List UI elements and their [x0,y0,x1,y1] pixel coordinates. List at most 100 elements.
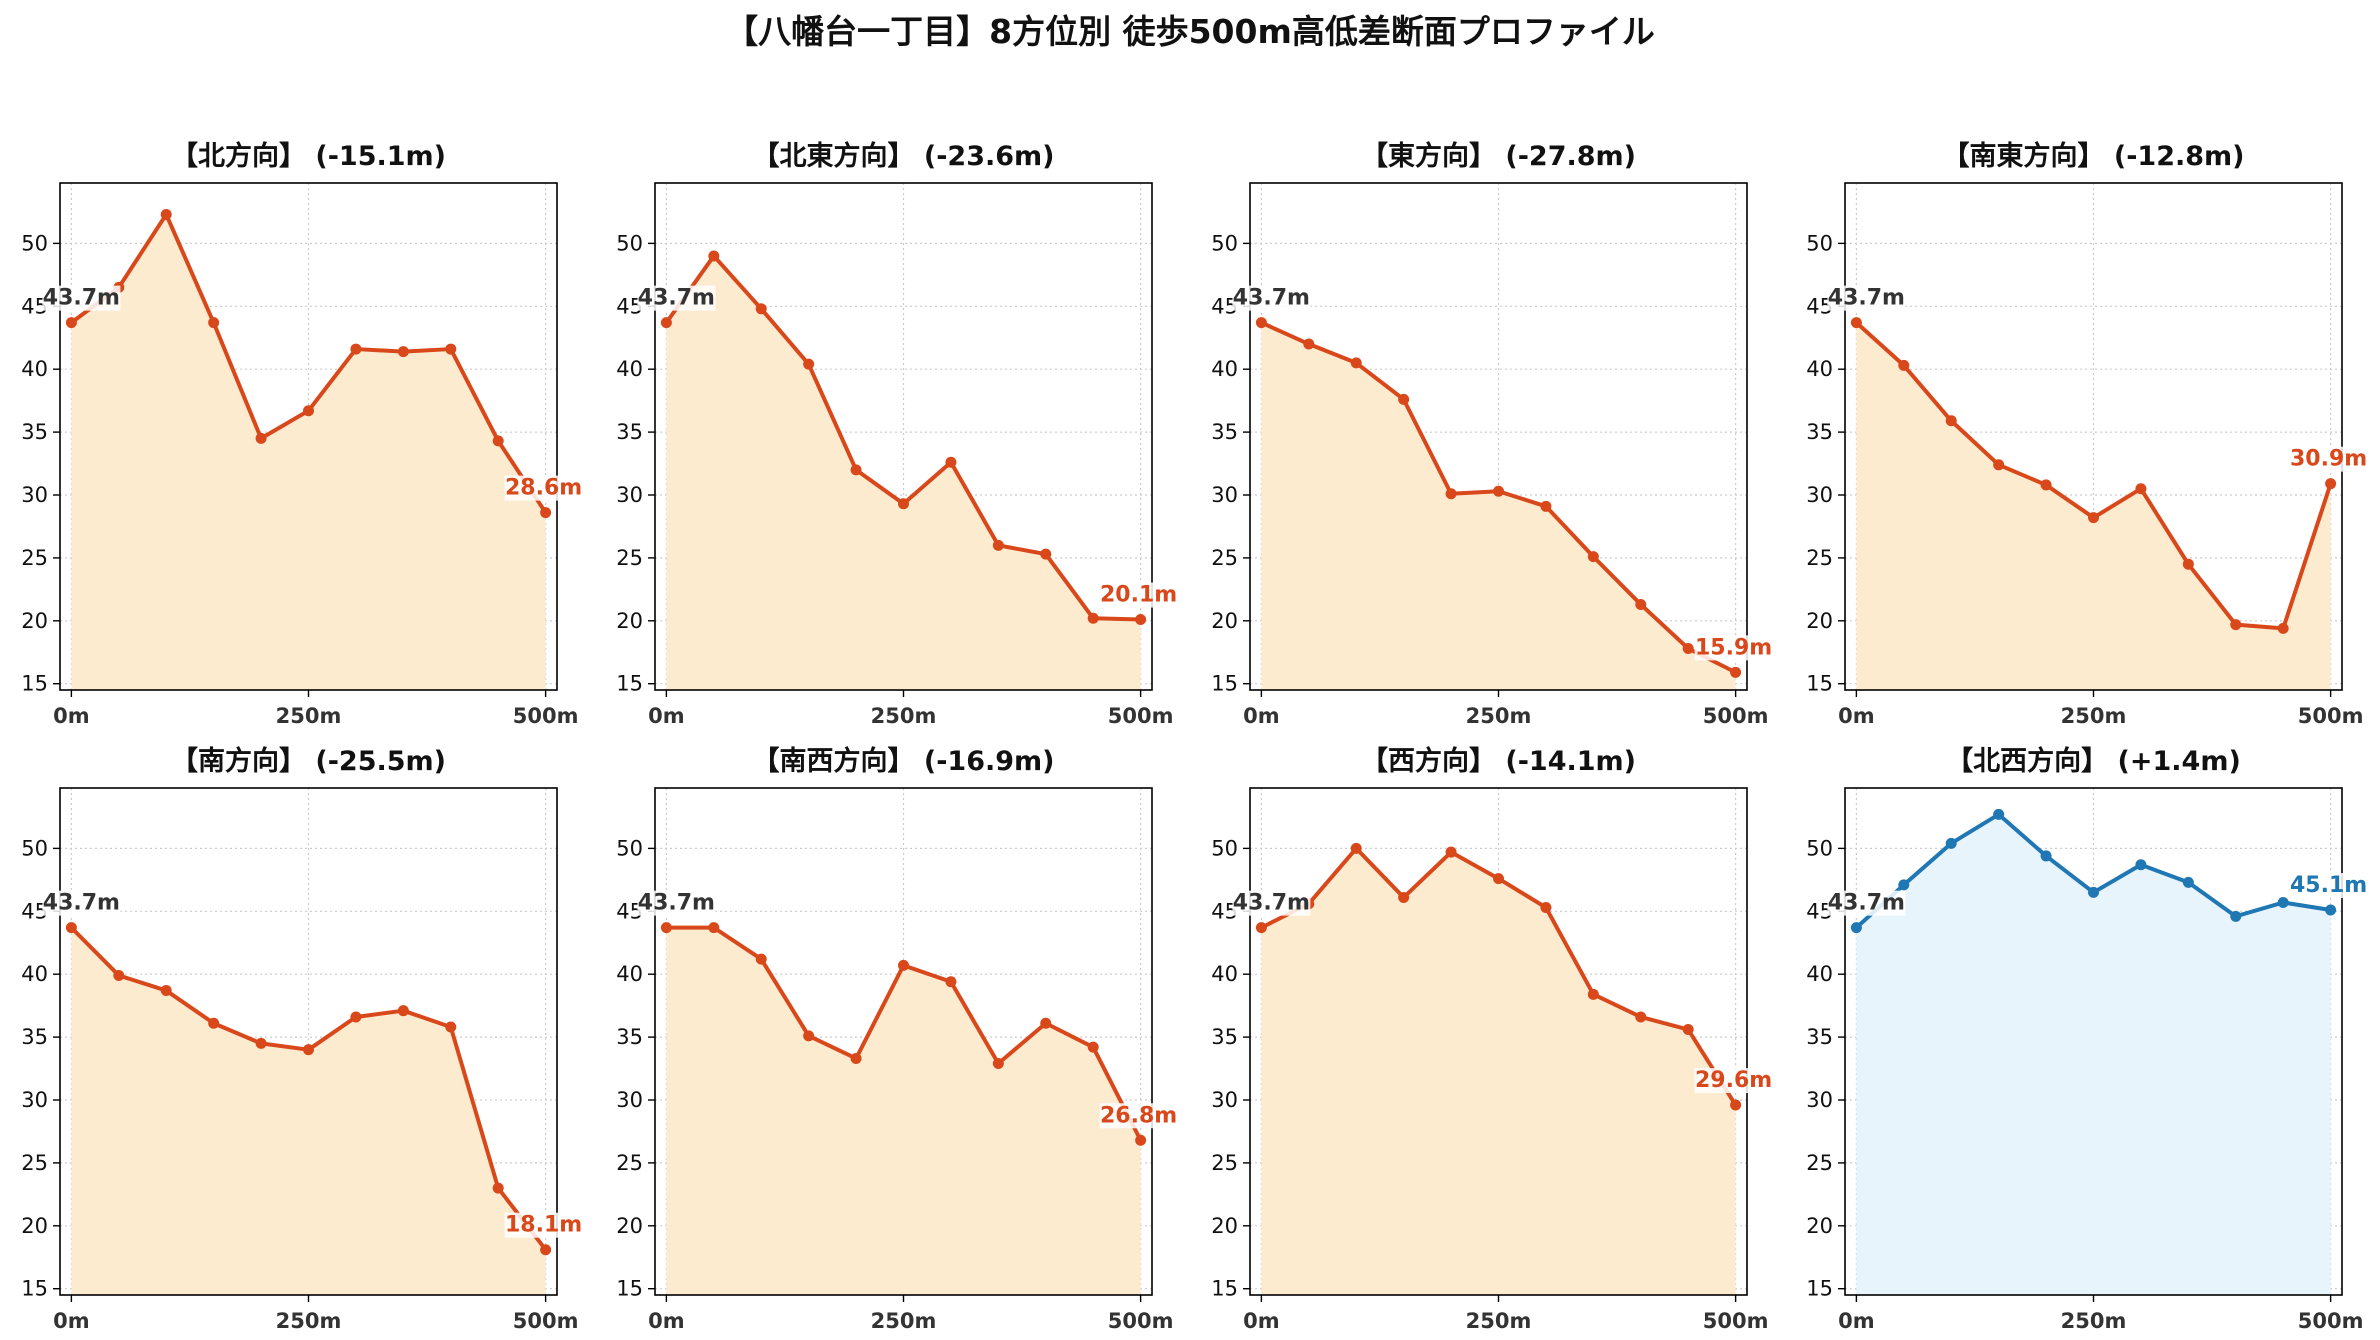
y-tick-label: 40 [1211,962,1238,986]
data-point [65,317,77,329]
y-tick-label: 35 [1211,1025,1238,1049]
start-label-box [42,890,121,916]
subplot-title: 【東方向】 (-27.8m) [1361,140,1636,172]
y-tick-label: 25 [21,1151,48,1175]
area-fill [1856,322,2331,690]
data-point [1850,922,1862,934]
y-tick-label: 35 [1211,420,1238,444]
x-tick-label: 250m [276,704,342,728]
end-label-box [504,1212,583,1238]
data-point [945,456,957,468]
y-tick-label: 40 [616,357,643,381]
end-label-box [1099,1103,1178,1129]
y-tick-label: 15 [21,1277,48,1301]
data-point [1587,551,1599,563]
end-label: 29.6m [1695,1068,1772,1093]
x-tick-label: 500m [1108,704,1174,728]
data-point [1135,614,1147,626]
x-tick-label: 500m [1108,1309,1174,1333]
area-fill [1856,814,2331,1295]
data-point [2088,512,2099,524]
subplot-title: 【北東方向】 (-23.6m) [752,140,1054,172]
y-tick-label: 15 [616,672,643,696]
start-label-box [1827,285,1906,311]
figure-title: 【八幡台一丁目】8方位別 徒歩500m高低差断面プロファイル [725,12,1655,51]
start-label: 43.7m [638,891,715,916]
y-tick-label: 25 [1806,546,1833,570]
x-tick-label: 500m [2298,1309,2364,1333]
x-tick-label: 0m [1838,704,1875,728]
y-tick-label: 30 [616,483,643,507]
end-label-box [2289,873,2368,899]
end-label-box [1694,1068,1773,1094]
end-label-box [504,475,583,501]
data-point [992,539,1004,551]
y-tick-label: 30 [1806,1088,1833,1112]
data-point [1445,488,1457,500]
data-point [1730,666,1742,678]
data-point [1445,846,1457,858]
subplot-title: 【西方向】 (-14.1m) [1361,745,1636,777]
data-point [803,358,815,370]
data-point [2135,859,2147,871]
y-tick-label: 50 [616,231,643,255]
data-point [850,464,862,476]
x-tick-label: 250m [1466,704,1532,728]
data-point [1398,891,1410,903]
y-tick-label: 30 [1806,483,1833,507]
start-label: 43.7m [43,891,120,916]
subplot-title: 【南西方向】 (-16.9m) [752,745,1054,777]
data-point [350,1011,362,1023]
y-tick-label: 35 [21,420,48,444]
y-tick-label: 50 [1211,231,1238,255]
y-tick-label: 25 [1211,1151,1238,1175]
data-point [1682,642,1694,654]
end-label-box [1694,635,1773,661]
data-point [1493,873,1504,885]
start-label: 43.7m [1233,286,1310,311]
data-point [1303,338,1315,350]
data-point [1850,317,1862,329]
y-tick-label: 50 [616,836,643,860]
data-point [755,953,767,965]
data-point [445,1021,457,1033]
data-point [945,976,957,988]
y-tick-label: 35 [616,420,643,444]
subplot-title: 【北西方向】 (+1.4m) [1946,745,2241,777]
start-label: 43.7m [1828,286,1905,311]
data-point [397,1005,409,1017]
data-point [1087,612,1099,624]
y-tick-label: 50 [1211,836,1238,860]
y-tick-label: 40 [21,357,48,381]
data-point [898,959,909,971]
y-tick-label: 20 [1211,1214,1238,1238]
data-point [113,969,125,981]
data-point [65,922,77,934]
y-tick-label: 15 [21,672,48,696]
start-label-box [637,890,716,916]
x-tick-label: 500m [2298,704,2364,728]
y-tick-label: 30 [1211,1088,1238,1112]
y-tick-label: 30 [21,1088,48,1112]
data-point [303,1044,314,1056]
y-tick-label: 25 [616,1151,643,1175]
data-point [540,507,552,519]
data-point [2088,886,2099,898]
y-tick-label: 35 [616,1025,643,1049]
y-tick-label: 20 [21,1214,48,1238]
y-tick-label: 15 [1806,672,1833,696]
start-label-box [637,285,716,311]
y-tick-label: 40 [21,962,48,986]
y-tick-label: 15 [1211,672,1238,696]
subplot-title: 【南東方向】 (-12.8m) [1942,140,2244,172]
x-tick-label: 0m [1838,1309,1875,1333]
x-tick-label: 500m [513,1309,579,1333]
data-point [803,1030,815,1042]
